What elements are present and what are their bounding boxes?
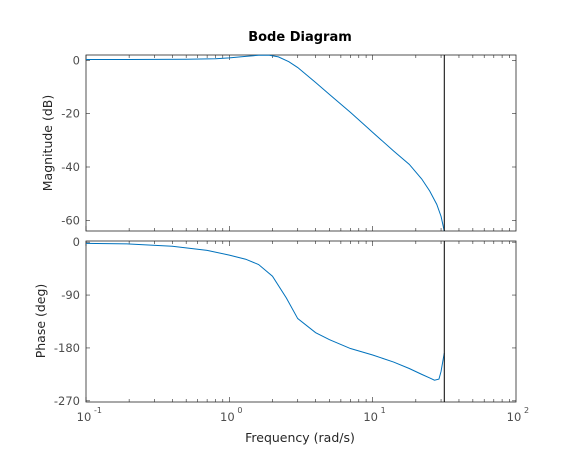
magnitude-y-tick-label: -60: [61, 213, 80, 227]
phase-y-label: Phase (deg): [33, 284, 48, 359]
phase-y-tick-label: -90: [61, 288, 80, 302]
phase-plot-area: [85, 240, 517, 403]
magnitude-ticks: 0 -20 -40 -60: [61, 53, 516, 231]
chart-title: Bode Diagram: [248, 30, 352, 45]
magnitude-axes: 0 -20 -40 -60: [61, 53, 517, 232]
magnitude-series-line: [86, 54, 445, 232]
x-tick-exponent: 2: [524, 406, 529, 415]
magnitude-y-tick-label: -40: [61, 160, 80, 174]
x-axis-label: Frequency (rad/s): [245, 430, 355, 445]
magnitude-plot-area: [85, 54, 517, 232]
x-tick-exponent: 1: [381, 406, 386, 415]
x-tick-label: 10: [77, 410, 92, 424]
magnitude-y-tick-label: -20: [61, 107, 80, 121]
phase-y-tick-label: -180: [54, 341, 80, 355]
phase-series-line: [85, 242, 445, 381]
phase-axes: 0 -90 -180 -270: [54, 235, 517, 408]
magnitude-y-tick-label: 0: [73, 53, 80, 67]
x-tick-label: 10: [363, 410, 378, 424]
phase-ticks: 0 -90 -180 -270: [54, 235, 516, 408]
x-tick-exponent: -1: [94, 406, 102, 415]
magnitude-y-label: Magnitude (dB): [40, 95, 55, 191]
phase-y-tick-label: -270: [54, 394, 80, 408]
x-tick-exponent: 0: [237, 406, 242, 415]
x-tick-label: 10: [220, 410, 235, 424]
phase-y-tick-label: 0: [73, 235, 80, 249]
x-tick-label: 10: [507, 410, 522, 424]
x-tick-labels: 10 -1 10 0 10 1 10 2: [77, 406, 529, 424]
